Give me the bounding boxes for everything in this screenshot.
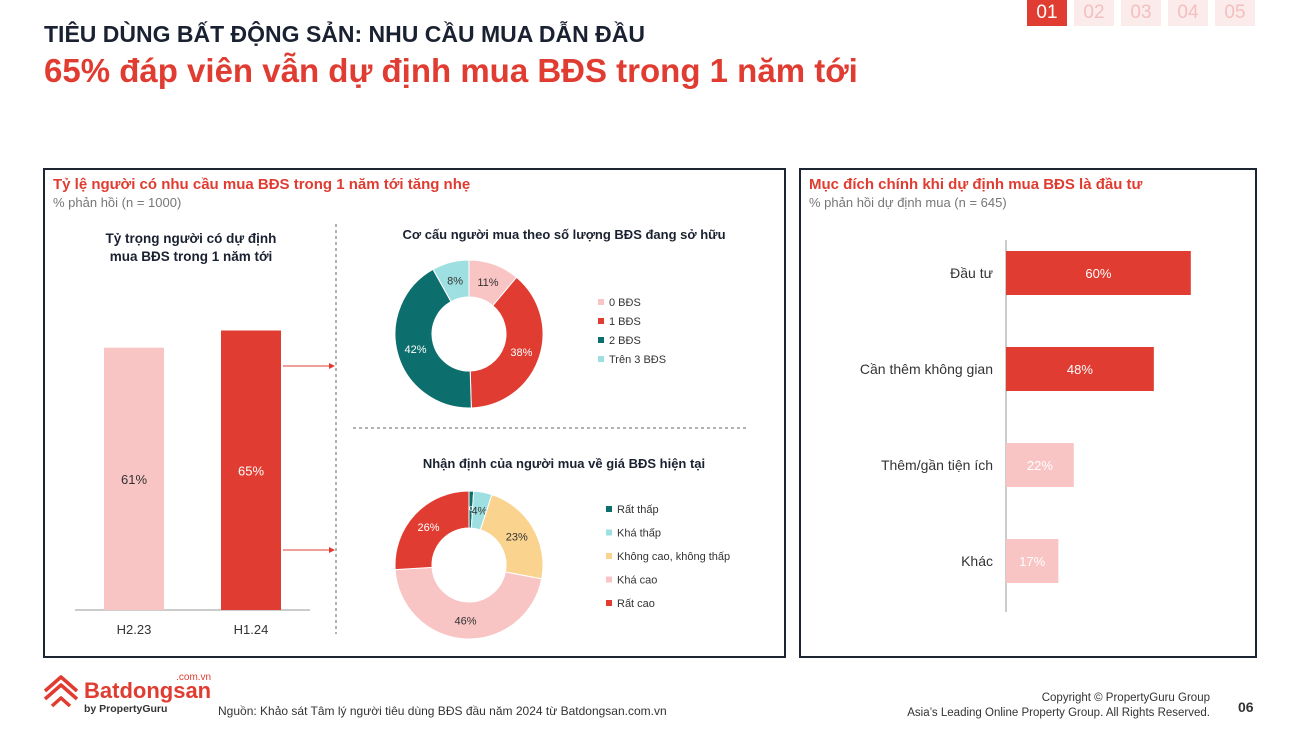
page-tab-01[interactable]: 01 [1027, 0, 1067, 26]
hbar-1 [1006, 347, 1154, 391]
ownership-donut-legend-swatch [598, 356, 604, 362]
ownership-donut-legend-swatch [598, 337, 604, 343]
bar-chart-title-line: mua BĐS trong 1 năm tới [110, 249, 273, 264]
hbar-category-label: Khác [961, 553, 993, 569]
ownership-donut-slice-label: 42% [404, 344, 426, 356]
hbar-category-label: Thêm/gần tiện ích [881, 457, 993, 473]
price-donut-legend-swatch [606, 600, 612, 606]
price-donut-slice-label: 46% [454, 615, 476, 627]
hbar-3 [1006, 539, 1059, 583]
price-donut-legend-swatch [606, 529, 612, 536]
hbar-0 [1006, 251, 1191, 295]
ownership-donut-title: Cơ cấu người mua theo số lượng BĐS đang … [402, 227, 725, 242]
bar-category-label: H1.24 [234, 622, 269, 637]
price-donut-legend-label: Khá thấp [617, 528, 661, 540]
logo-domain: .com.vn [176, 672, 212, 683]
purpose-bar-chart: 60% Đầu tư 48% Cần thêm không gian 22% Thêm/g… [860, 240, 1191, 612]
ownership-donut-legend-label: Trên 3 BĐS [609, 354, 666, 366]
copyright: Copyright © PropertyGuru Group Asia’s Le… [907, 691, 1210, 721]
bar-value-label: 61% [121, 472, 147, 487]
page-number: 06 [1238, 699, 1254, 715]
copyright-line-2: Asia’s Leading Online Property Group. Al… [907, 707, 1210, 719]
connector-arrowhead-1 [329, 363, 335, 369]
page-tab-05[interactable]: 05 [1215, 0, 1255, 26]
left-panel-charts: Tỷ trọng người có dự định mua BĐS trong 1… [75, 224, 746, 640]
ownership-donut-slice [432, 259, 470, 303]
hbar-value-label: 60% [1085, 266, 1111, 281]
bar-category-label: H2.23 [117, 622, 152, 637]
ownership-donut-legend-label: 2 BĐS [609, 335, 641, 347]
house-logo-icon [43, 675, 79, 708]
price-donut-slice-label: 1% [463, 505, 479, 517]
price-donut-legend-label: Không cao, không thấp [617, 551, 730, 563]
price-donut-slice-label: 23% [506, 532, 528, 544]
bar-H2.23 [104, 347, 164, 610]
right-panel: Mục đích chính khi dự định mua BĐS là đầ… [799, 168, 1257, 658]
price-donut-legend-swatch [606, 576, 612, 583]
price-donut-slice-label: 26% [418, 522, 440, 534]
ownership-donut-legend-swatch [598, 318, 604, 324]
price-donut-legend-swatch [606, 553, 612, 559]
source-note: Nguồn: Khảo sát Tâm lý người tiêu dùng B… [218, 704, 667, 718]
hbar-category-label: Đầu tư [950, 265, 993, 281]
ownership-donut-legend-swatch [598, 299, 604, 305]
page-pagination: 01 02 03 04 05 [1027, 0, 1255, 26]
batdongsan-logo[interactable]: .com.vn Batdongsan by PropertyGuru [42, 672, 211, 715]
connector-arrowhead-2 [329, 547, 335, 553]
hbar-value-label: 22% [1027, 458, 1053, 473]
ownership-donut-slice [469, 276, 544, 409]
logo-by: by PropertyGuru [84, 703, 168, 715]
left-panel-subtitle: % phản hồi (n = 1000) [53, 195, 182, 210]
hbar-2 [1006, 443, 1074, 487]
ownership-donut-legend-label: 1 BĐS [609, 316, 641, 328]
price-donut-legend-swatch [606, 506, 612, 512]
ownership-donut-slice-label: 38% [510, 347, 532, 359]
price-donut-slice [394, 566, 543, 640]
right-panel-subtitle: % phản hồi dự định mua (n = 645) [809, 195, 1007, 210]
price-donut-title: Nhận định của người mua về giá BĐS hiện … [423, 456, 705, 471]
hbar-category-label: Cần thêm không gian [860, 361, 993, 377]
price-donut-legend-label: Rất thấp [617, 504, 659, 516]
hbar-value-label: 17% [1019, 554, 1045, 569]
price-donut-slice [394, 490, 470, 571]
ownership-donut-legend-label: 0 BĐS [609, 297, 641, 309]
hbar-value-label: 48% [1067, 362, 1093, 377]
price-donut-legend-label: Khá cao [617, 575, 657, 587]
slide-headline: 65% đáp viên vẫn dự định mua BĐS trong 1… [44, 52, 858, 89]
copyright-line-1: Copyright © PropertyGuru Group [1041, 692, 1210, 704]
ownership-donut-slice [394, 268, 472, 409]
page-tab-02[interactable]: 02 [1074, 0, 1114, 26]
right-panel-title: Mục đích chính khi dự định mua BĐS là đầ… [809, 176, 1143, 193]
page-tab-04[interactable]: 04 [1168, 0, 1208, 26]
bar-H1.24 [221, 330, 281, 610]
left-panel: Tỷ lệ người có nhu cầu mua BĐS trong 1 n… [43, 168, 786, 658]
left-panel-title: Tỷ lệ người có nhu cầu mua BĐS trong 1 n… [53, 176, 471, 193]
page-tab-03[interactable]: 03 [1121, 0, 1161, 26]
ownership-donut-slice-label: 8% [447, 275, 463, 287]
price-donut-legend-label: Rất cao [617, 598, 655, 610]
slide-kicker: TIÊU DÙNG BẤT ĐỘNG SẢN: NHU CẦU MUA DẪN … [44, 21, 645, 47]
bar-value-label: 65% [238, 463, 264, 478]
price-donut-slice-label: 4% [471, 505, 487, 517]
logo-name: Batdongsan [84, 678, 212, 703]
bar-chart-title-line: Tỷ trọng người có dự định [106, 231, 277, 246]
ownership-donut-slice-label: 11% [477, 277, 498, 289]
